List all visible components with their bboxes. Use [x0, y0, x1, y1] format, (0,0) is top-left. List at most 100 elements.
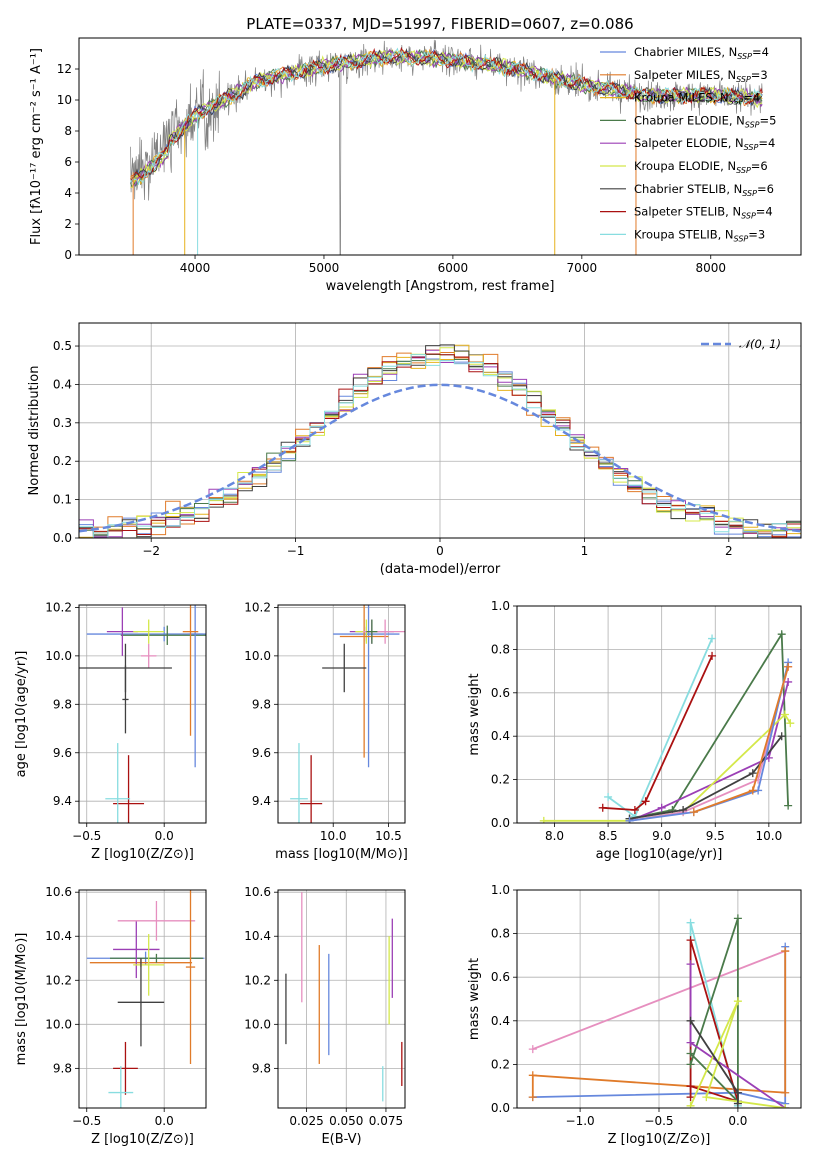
y-tick-label: 9.8	[53, 1061, 72, 1075]
y-tick-label: 12	[57, 62, 72, 76]
x-tick-label: −1	[287, 544, 305, 558]
weight-marker	[686, 1049, 695, 1058]
figure-title: PLATE=0337, MJD=51997, FIBERID=0607, z=0…	[246, 15, 633, 33]
model-spectrum	[130, 49, 763, 188]
x-tick-label: 9.5	[706, 829, 725, 843]
legend-label: Kroupa MILES, NSSP=4	[634, 91, 760, 107]
y-tick-label: 1.0	[491, 883, 510, 897]
residual-histogram	[79, 354, 801, 538]
y-axis-label: mass [log10(M/M⊙)]	[14, 933, 29, 1066]
legend-label: Kroupa ELODIE, NSSP=6	[634, 159, 768, 175]
y-tick-label: 9.4	[53, 794, 72, 808]
weight-marker	[781, 1104, 790, 1108]
weight-marker	[784, 801, 793, 810]
y-tick-label: 9.6	[53, 746, 72, 760]
weight-marker	[733, 1099, 742, 1108]
y-tick-label: 0.0	[491, 816, 510, 830]
x-tick-label: 0.0	[155, 829, 174, 843]
y-tick-label: 10.0	[244, 649, 271, 663]
weight-line	[602, 655, 713, 811]
x-axis-label: mass [log10(M/M⊙)]	[275, 847, 408, 862]
weight-marker	[777, 732, 786, 741]
error-bars	[86, 890, 205, 1108]
y-axis-label: Flux [fλ10⁻¹⁷ erg cm⁻² s⁻¹ A⁻¹]	[29, 48, 44, 245]
x-tick-label: 9.0	[652, 829, 671, 843]
weight-lines	[528, 914, 790, 1108]
plot-frame	[516, 605, 802, 824]
y-tick-label: 0.1	[53, 493, 72, 507]
model-spectrum	[130, 47, 763, 186]
plot-frame	[516, 889, 802, 1109]
y-tick-label: 6	[64, 155, 72, 169]
y-tick-label: 0.0	[491, 1101, 510, 1115]
weight-line	[629, 666, 789, 822]
weight-marker	[604, 792, 613, 801]
plot-frame	[277, 889, 406, 1109]
x-tick-label: 5000	[309, 261, 340, 275]
x-tick-label: 4000	[180, 261, 211, 275]
weight-marker	[784, 662, 793, 671]
y-tick-label: 10.2	[45, 973, 72, 987]
legend-label: Kroupa STELIB, NSSP=3	[634, 227, 765, 243]
x-tick-label: 6000	[438, 261, 469, 275]
y-axis-label: mass weight	[467, 958, 482, 1040]
weight-line	[689, 1000, 786, 1108]
model-spectrum	[130, 48, 763, 189]
y-tick-label: 2	[64, 217, 72, 231]
model-spectrum	[130, 48, 763, 184]
weight-marker	[528, 1071, 537, 1080]
y-tick-label: 0.2	[53, 454, 72, 468]
weight-marker	[686, 1093, 695, 1102]
weight-marker	[528, 1045, 537, 1054]
y-tick-label: 0.3	[53, 416, 72, 430]
weight-marker	[784, 677, 793, 686]
legend-label: Chabrier STELIB, NSSP=6	[634, 182, 774, 198]
x-axis-label: (data-model)/error	[380, 562, 501, 577]
y-tick-label: 8	[64, 124, 72, 138]
y-tick-label: 0.4	[53, 377, 72, 391]
weight-marker	[625, 816, 634, 823]
weight-marker	[781, 1088, 790, 1097]
legend-label: Salpeter MILES, NSSP=3	[634, 68, 768, 84]
error-bars	[79, 605, 206, 823]
y-tick-label: 9.8	[252, 1061, 271, 1075]
y-tick-label: 10.4	[244, 929, 271, 943]
weight-marker	[708, 634, 717, 643]
plot-frame	[78, 604, 207, 824]
x-tick-label: 8000	[695, 261, 726, 275]
y-tick-label: 0.2	[491, 773, 510, 787]
y-axis-label: Normed distribution	[27, 366, 42, 496]
weight-marker	[641, 797, 650, 806]
y-tick-label: 10.4	[45, 929, 72, 943]
weight-marker	[780, 710, 789, 719]
y-axis-label: age [log10(age/yr)]	[14, 651, 29, 778]
y-tick-label: 10.0	[244, 1017, 271, 1031]
y-axis-label: mass weight	[467, 673, 482, 755]
weight-marker	[686, 960, 695, 969]
y-tick-label: 0.6	[491, 970, 510, 984]
legend-label: Chabrier ELODIE, NSSP=5	[634, 113, 776, 129]
residual-histogram	[79, 353, 801, 538]
y-tick-label: 0.8	[491, 927, 510, 941]
y-tick-label: 0.5	[53, 339, 72, 353]
residual-histogram	[79, 344, 801, 538]
weight-line	[689, 918, 739, 1104]
y-tick-label: 10.6	[45, 885, 72, 899]
y-tick-label: 0.4	[491, 1014, 510, 1028]
legend-label: Salpeter STELIB, NSSP=4	[634, 205, 773, 221]
weight-marker	[686, 1082, 695, 1091]
weight-marker	[786, 719, 795, 728]
y-tick-label: 10.0	[45, 649, 72, 663]
y-tick-label: 0.6	[491, 686, 510, 700]
x-tick-label: 8.0	[545, 829, 564, 843]
y-tick-label: 0.8	[491, 642, 510, 656]
weight-marker	[733, 997, 742, 1006]
x-tick-label: 10.0	[755, 829, 782, 843]
weight-marker	[777, 630, 786, 639]
x-tick-label: 10.0	[320, 829, 347, 843]
weight-marker	[733, 1088, 742, 1097]
x-tick-label: 0.075	[369, 1114, 403, 1128]
x-tick-label: 8.5	[599, 829, 618, 843]
y-tick-label: 10.6	[244, 885, 271, 899]
